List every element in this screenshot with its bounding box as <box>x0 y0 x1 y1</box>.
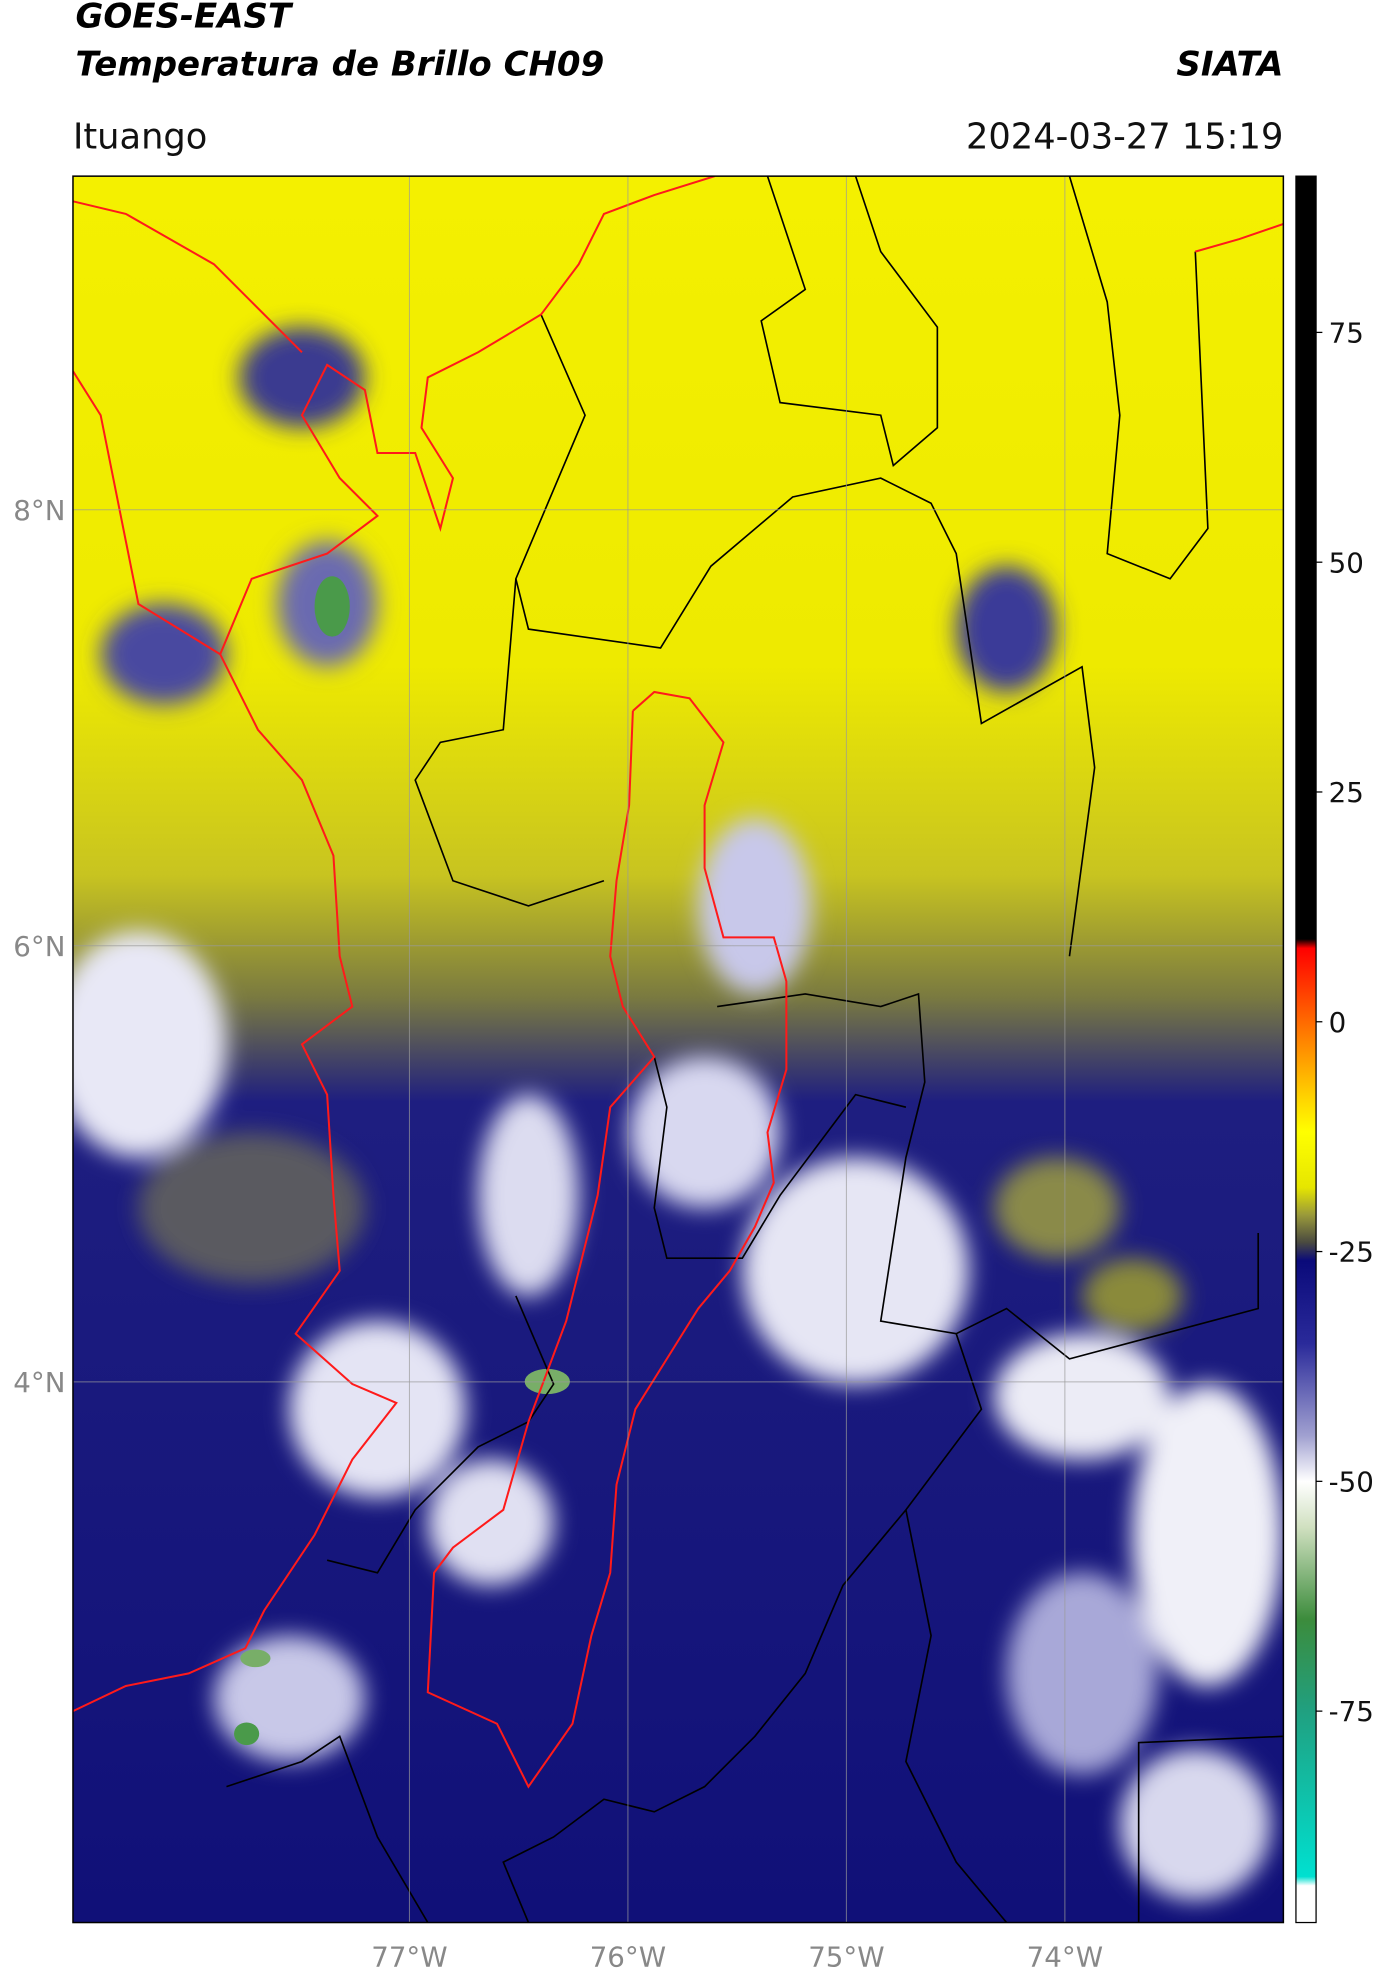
x-tick-label: 77°W <box>371 1941 447 1974</box>
region: Ituango <box>73 116 207 157</box>
colorbar-tick-label: 50 <box>1329 546 1364 579</box>
colorbar-tick-label: -75 <box>1329 1695 1374 1728</box>
y-tick-label: 4°N <box>13 1366 65 1399</box>
colorbar-tick-label: -50 <box>1329 1465 1374 1498</box>
colorbar-tick-label: 25 <box>1329 776 1364 809</box>
y-tick-label: 8°N <box>13 494 65 527</box>
timestamp: 2024-03-27 15:19 <box>966 116 1283 157</box>
colorbar-tick-label: 0 <box>1329 1006 1347 1039</box>
product-title: Temperatura de Brillo CH09 <box>75 44 604 84</box>
satellite-title: GOES-EAST <box>75 0 293 37</box>
x-tick-label: 76°W <box>590 1941 666 1974</box>
colorbar <box>1295 175 1317 1924</box>
x-tick-label: 74°W <box>1027 1941 1103 1974</box>
agency: SIATA <box>1176 44 1283 84</box>
y-tick-label: 6°N <box>13 930 65 963</box>
colorbar-tick-label: -25 <box>1329 1236 1374 1269</box>
map-frame <box>72 175 1285 1924</box>
colorbar-tick-label: 75 <box>1329 316 1364 349</box>
satellite-image <box>72 176 1284 1923</box>
x-tick-label: 75°W <box>808 1941 884 1974</box>
